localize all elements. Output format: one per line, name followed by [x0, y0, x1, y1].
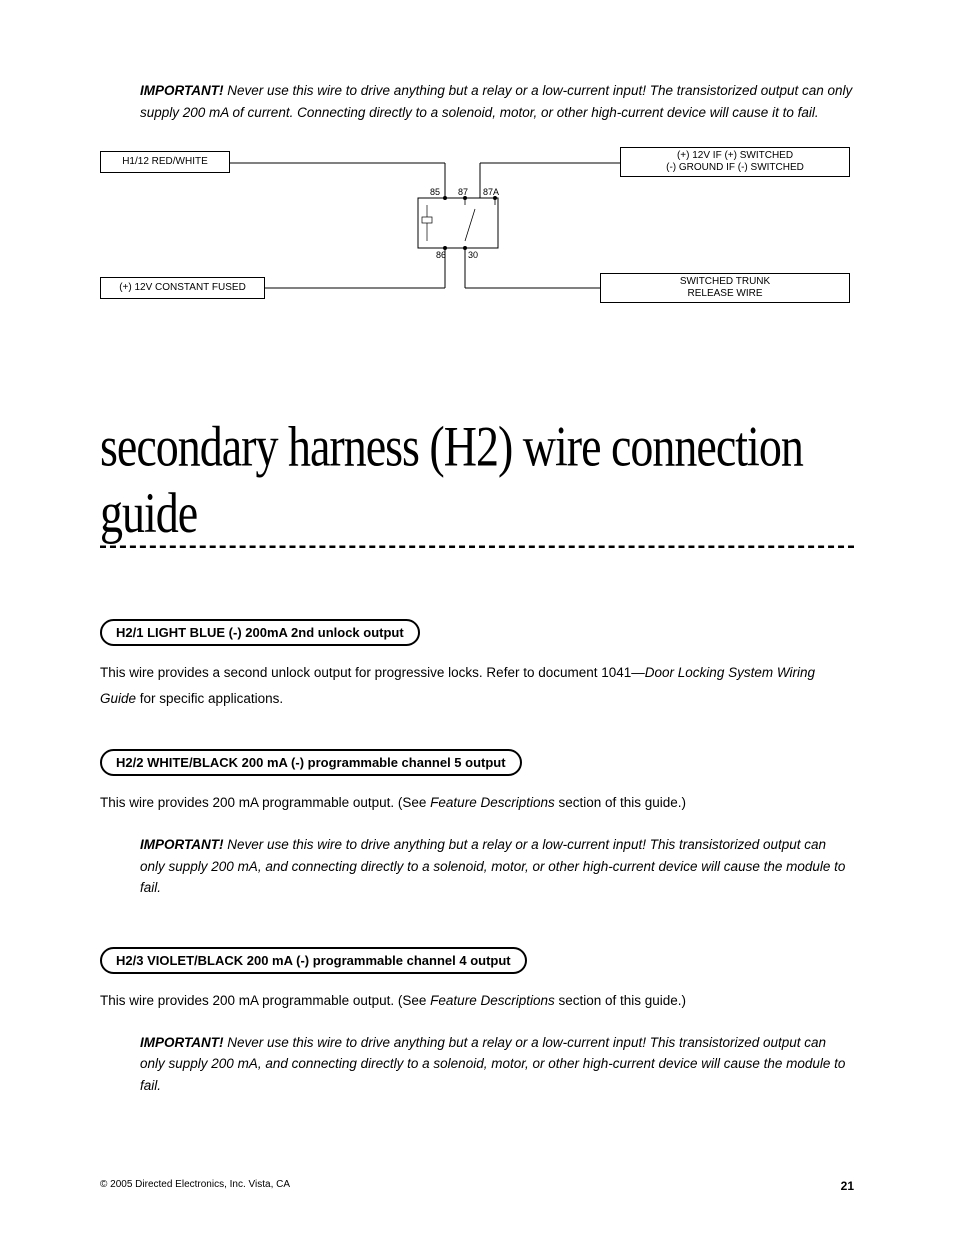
pin-86-label: 86 [436, 250, 446, 260]
pin-85-label: 85 [430, 187, 440, 197]
diagram-box-top-right: (+) 12V IF (+) SWITCHED (-) GROUND IF (-… [620, 147, 850, 177]
diagram-box-bl-text: (+) 12V CONSTANT FUSED [119, 282, 246, 294]
s3-text-ital: Feature Descriptions [430, 993, 555, 1008]
important-text: Never use this wire to drive anything bu… [140, 83, 852, 120]
pin-30-label: 30 [468, 250, 478, 260]
s1-text-b: for specific applications. [136, 691, 283, 706]
title-container: secondary harness (H2) wire connection g… [100, 363, 854, 561]
document-page: IMPORTANT! Never use this wire to drive … [0, 0, 954, 1156]
diagram-box-bottom-right: SWITCHED TRUNK RELEASE WIRE [600, 273, 850, 303]
section-3-text: This wire provides 200 mA programmable o… [100, 988, 854, 1014]
s2-important-label: IMPORTANT! [140, 837, 224, 852]
diagram-box-br-line2: RELEASE WIRE [687, 288, 762, 300]
s3-important-text: Never use this wire to drive anything bu… [140, 1035, 845, 1093]
pin-87-label: 87 [458, 187, 468, 197]
section-pill-h2-2: H2/2 WHITE/BLACK 200 mA (-) programmable… [100, 749, 522, 776]
diagram-box-top-left: H1/12 RED/WHITE [100, 151, 230, 173]
important-label: IMPORTANT! [140, 83, 224, 98]
s3-text-b: section of this guide.) [555, 993, 686, 1008]
important-note-3: IMPORTANT! Never use this wire to drive … [140, 1032, 854, 1097]
important-note-2: IMPORTANT! Never use this wire to drive … [140, 834, 854, 899]
s2-text-b: section of this guide.) [555, 795, 686, 810]
relay-diagram: 85 87 87A 86 30 H1/12 RED/WHITE (+) 12V … [100, 143, 854, 323]
diagram-box-br-line1: SWITCHED TRUNK [680, 276, 770, 288]
page-footer: © 2005 Directed Electronics, Inc. Vista,… [100, 1179, 854, 1193]
s3-important-label: IMPORTANT! [140, 1035, 224, 1050]
s2-text-a: This wire provides 200 mA programmable o… [100, 795, 430, 810]
section-pill-h2-3: H2/3 VIOLET/BLACK 200 mA (-) programmabl… [100, 947, 527, 974]
s2-important-text: Never use this wire to drive anything bu… [140, 837, 845, 895]
pin-87a-label: 87A [483, 187, 499, 197]
diagram-box-tr-line2: (-) GROUND IF (-) SWITCHED [666, 162, 804, 174]
section-pill-h2-1: H2/1 LIGHT BLUE (-) 200mA 2nd unlock out… [100, 619, 420, 646]
s3-text-a: This wire provides 200 mA programmable o… [100, 993, 430, 1008]
s1-text-a: This wire provides a second unlock outpu… [100, 665, 645, 680]
important-note-1: IMPORTANT! Never use this wire to drive … [140, 80, 854, 123]
page-title: secondary harness (H2) wire connection g… [100, 413, 854, 548]
section-2-text: This wire provides 200 mA programmable o… [100, 790, 854, 816]
copyright-text: © 2005 Directed Electronics, Inc. Vista,… [100, 1179, 290, 1193]
diagram-box-tl-text: H1/12 RED/WHITE [122, 156, 208, 168]
diagram-box-tr-line1: (+) 12V IF (+) SWITCHED [677, 150, 793, 162]
section-1-text: This wire provides a second unlock outpu… [100, 660, 854, 711]
s2-text-ital: Feature Descriptions [430, 795, 555, 810]
page-number: 21 [841, 1179, 854, 1193]
diagram-box-bottom-left: (+) 12V CONSTANT FUSED [100, 277, 265, 299]
